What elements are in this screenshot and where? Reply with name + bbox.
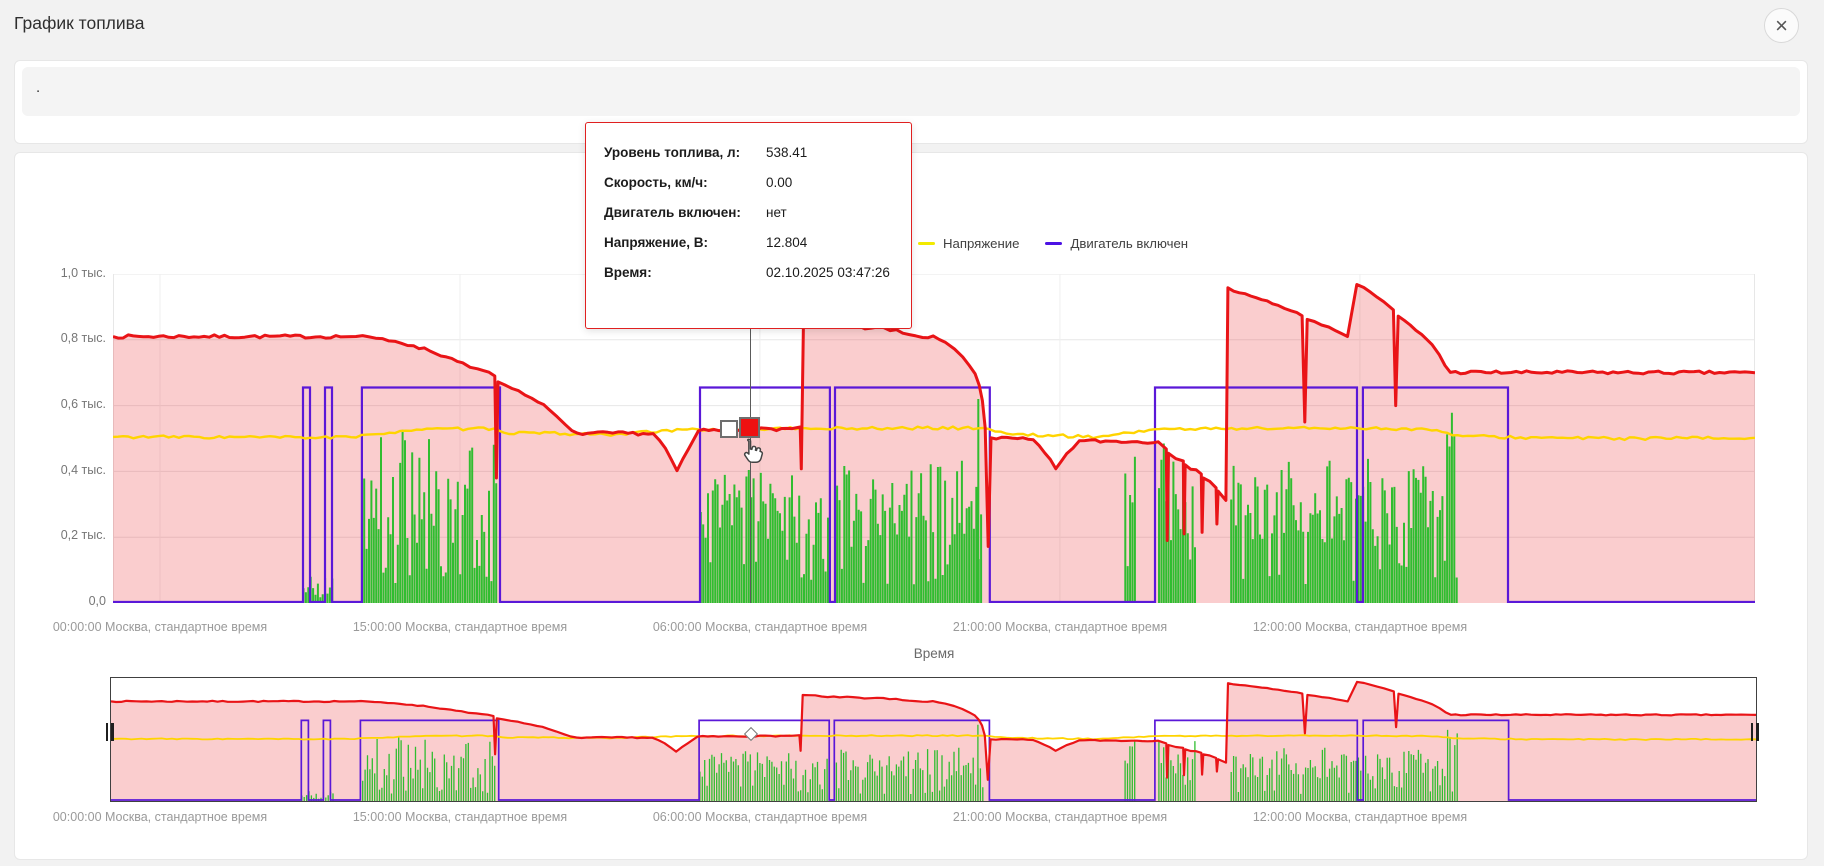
x-axis-label: 00:00:00 Москва, стандартное время: [52, 810, 268, 824]
chart-legend: Напряжение Двигатель включен: [918, 236, 1188, 251]
tooltip-row: Скорость, км/ч: 0.00: [604, 167, 893, 197]
tooltip-value: 12.804: [766, 234, 808, 250]
tooltip-row: Напряжение, В: 12.804: [604, 227, 893, 257]
tooltip-label: Двигатель включен:: [604, 204, 741, 220]
x-axis-label: 12:00:00 Москва, стандартное время: [1252, 810, 1468, 824]
x-axis-label: 15:00:00 Москва, стандартное время: [352, 620, 568, 634]
tooltip-label: Напряжение, В:: [604, 234, 708, 250]
tooltip-value: 0.00: [766, 174, 793, 190]
tooltip-row: Время: 02.10.2025 03:47:26: [604, 257, 893, 287]
x-axis-label: 06:00:00 Москва, стандартное время: [652, 810, 868, 824]
x-axis-label: 15:00:00 Москва, стандартное время: [352, 810, 568, 824]
tooltip-row: Уровень топлива, л: 538.41: [604, 137, 893, 167]
hover-marker-selected[interactable]: [739, 417, 760, 438]
x-axis-label: 21:00:00 Москва, стандартное время: [952, 810, 1168, 824]
chart-tooltip: Уровень топлива, л: 538.41 Скорость, км/…: [585, 122, 912, 329]
x-axis-label: 06:00:00 Москва, стандартное время: [652, 620, 868, 634]
tooltip-label: Уровень топлива, л:: [604, 144, 741, 160]
range-handle-left[interactable]: [102, 720, 117, 744]
y-axis-label: 0,0: [88, 594, 106, 608]
y-axis-label: 0,8 тыс.: [60, 331, 106, 345]
legend-label: Напряжение: [943, 236, 1020, 251]
tooltip-value: нет: [766, 204, 787, 220]
hover-marker-secondary[interactable]: [720, 420, 738, 438]
tooltip-value: 02.10.2025 03:47:26: [766, 264, 890, 280]
x-axis-label: 00:00:00 Москва, стандартное время: [52, 620, 268, 634]
legend-item-engine[interactable]: Двигатель включен: [1045, 236, 1188, 251]
range-selector-plot: [110, 680, 1757, 801]
range-handle-right[interactable]: [1747, 720, 1762, 744]
y-axis-label: 0,6 тыс.: [60, 397, 106, 411]
x-axis-label: 12:00:00 Москва, стандартное время: [1252, 620, 1468, 634]
tooltip-label: Скорость, км/ч:: [604, 174, 708, 190]
cursor-hand-icon: [743, 438, 764, 464]
filter-dot-text: .: [36, 79, 41, 96]
engine-legend-swatch: [1045, 241, 1063, 246]
legend-item-voltage[interactable]: Напряжение: [918, 236, 1019, 251]
range-selector-chart[interactable]: [110, 677, 1757, 802]
crosshair-line: [750, 329, 751, 603]
page-title: График топлива: [14, 13, 145, 33]
fuel-chart-plot[interactable]: [113, 274, 1755, 603]
tooltip-value: 538.41: [766, 144, 808, 160]
legend-label: Двигатель включен: [1070, 236, 1189, 251]
y-axis-label: 0,2 тыс.: [60, 528, 106, 542]
y-axis-label: 0,4 тыс.: [60, 463, 106, 477]
close-icon: ×: [1775, 12, 1788, 38]
voltage-legend-swatch: [918, 241, 935, 246]
filter-box[interactable]: .: [22, 67, 1800, 116]
x-axis-title: Время: [913, 646, 955, 661]
x-axis-label: 21:00:00 Москва, стандартное время: [952, 620, 1168, 634]
y-axis-label: 1,0 тыс.: [60, 266, 106, 280]
tooltip-label: Время:: [604, 264, 652, 280]
tooltip-row: Двигатель включен: нет: [604, 197, 893, 227]
close-button[interactable]: ×: [1764, 8, 1799, 43]
